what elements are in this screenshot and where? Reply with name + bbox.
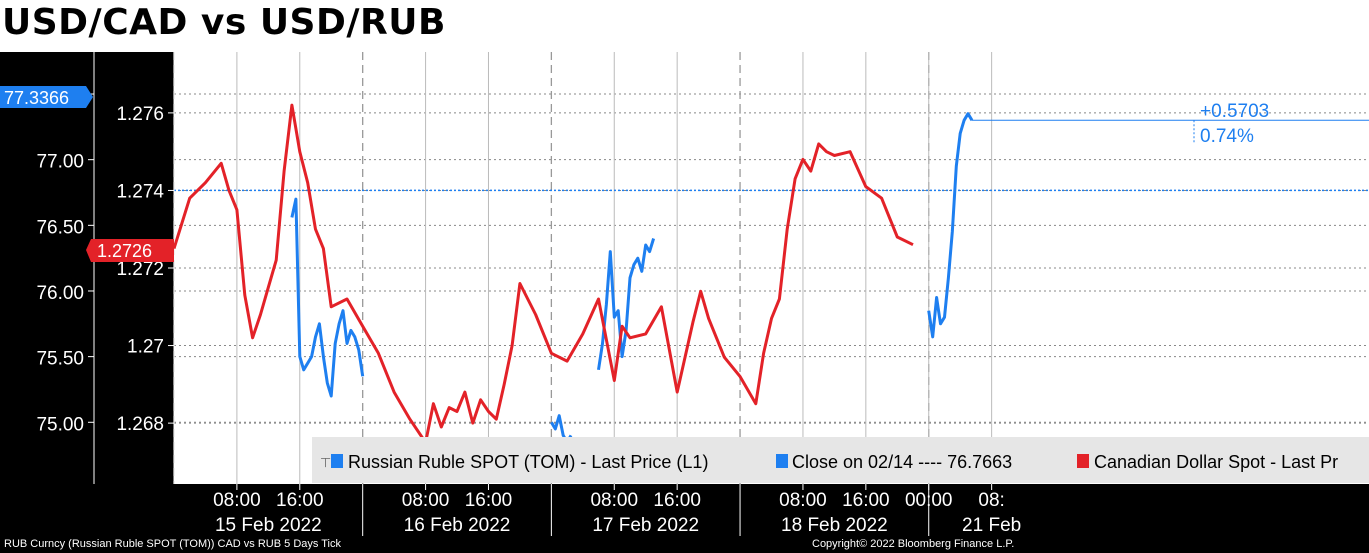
legend-box [312, 437, 1369, 483]
series-layer [172, 103, 1369, 444]
legend-dropper-icon: ⊤ [320, 456, 331, 471]
tick-label-right: 1.274 [116, 181, 164, 202]
tick-label-date: 15 Feb 2022 [215, 515, 322, 536]
price-tag-cad-shape [86, 239, 174, 262]
annotation-pct: 0.74% [1200, 126, 1254, 147]
tick-label-time: 08:00 [590, 490, 638, 511]
tick-label-right: 1.276 [116, 104, 164, 125]
series-line-cad [172, 103, 914, 444]
series-line-rub [290, 197, 365, 398]
footer-copyright: Copyright© 2022 Bloomberg Finance L.P. [812, 538, 1015, 550]
left-axis-panel [0, 52, 174, 553]
legend: ⊤ Russian Ruble SPOT (TOM) - Last Price … [312, 437, 1369, 483]
tick-label-time: 08:00 [213, 490, 261, 511]
price-tag-rub-text: 77.3366 [4, 88, 69, 108]
legend-swatch-cad [1077, 454, 1089, 468]
tick-label-left: 75.50 [36, 349, 84, 370]
tick-label-time: 08: [978, 490, 1004, 511]
legend-swatch-rub [331, 454, 343, 468]
series-line-rub [597, 238, 656, 371]
tick-label-time: 16:00 [653, 490, 701, 511]
tick-label-time: 16:00 [276, 490, 324, 511]
legend-label-close: Close on 02/14 ---- 76.7663 [792, 452, 1012, 472]
tick-label-right: 1.272 [116, 259, 164, 280]
annotation-change: +0.5703 [1200, 101, 1269, 122]
footer-source: RUB Curncy (Russian Ruble SPOT (TOM)) CA… [4, 538, 341, 550]
series-line-rub [927, 112, 974, 339]
tick-label-left: 77.00 [36, 152, 84, 173]
tick-label-date: 17 Feb 2022 [592, 515, 699, 536]
legend-swatch-close [776, 454, 788, 468]
x-axis: 08:00 15 Feb 2022 16:00 08:00 16 Feb 2022 16:… [213, 484, 1021, 536]
tick-label-time: 16:00 [465, 490, 513, 511]
price-tag-rub-shape [0, 86, 93, 108]
tick-label-time: 08:00 [779, 490, 827, 511]
tick-label-time: 08:00 [402, 490, 450, 511]
price-tag-cad-text: 1.2726 [97, 241, 152, 261]
tick-label-date: 21 Feb [962, 515, 1021, 536]
legend-label-rub: Russian Ruble SPOT (TOM) - Last Price (L… [348, 452, 708, 472]
price-tag-rub: 77.3366 [0, 86, 93, 108]
tick-label-time: 16:00 [842, 490, 890, 511]
legend-label-cad: Canadian Dollar Spot - Last Pr [1094, 452, 1338, 472]
chart-title: USD/CAD vs USD/RUB [2, 2, 446, 43]
bottom-axis-panel [0, 484, 1369, 553]
tick-label-left: 75.00 [36, 414, 84, 435]
tick-label-left: 76.50 [36, 217, 84, 238]
tick-label-right: 1.27 [127, 337, 164, 358]
tick-label-date: 18 Feb 2022 [781, 515, 888, 536]
tick-label-left: 76.00 [36, 283, 84, 304]
price-tag-cad: 1.2726 [86, 239, 174, 262]
grid [173, 52, 1369, 484]
tick-label-date: 16 Feb 2022 [404, 515, 511, 536]
tick-label-right: 1.268 [116, 414, 164, 435]
